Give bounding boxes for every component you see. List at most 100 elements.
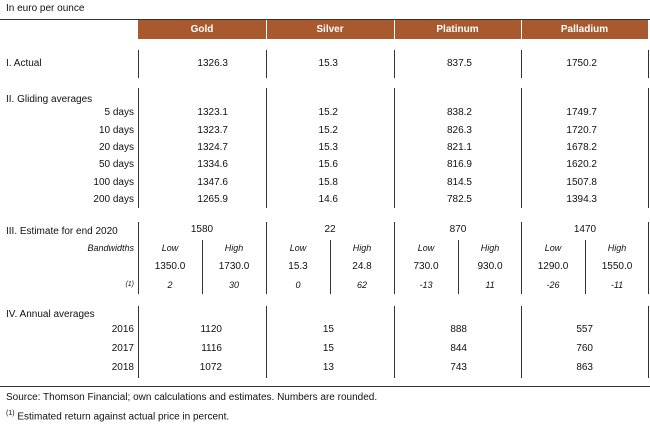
- section-estimate-title: III. Estimate for end 2020: [6, 226, 118, 237]
- estimate-palladium: 1470: [573, 224, 597, 235]
- high-label: High: [352, 243, 372, 253]
- column-header-silver: Silver: [316, 24, 344, 35]
- gliding-gold: 1347.6: [197, 177, 228, 188]
- gliding-platinum: 838.2: [446, 107, 472, 118]
- high-label: High: [480, 243, 500, 253]
- source-note: Source: Thomson Financial; own calculati…: [6, 392, 378, 403]
- column-divider: [394, 222, 395, 294]
- estimate-silver: 22: [324, 224, 336, 235]
- gliding-silver: 15.8: [318, 177, 338, 188]
- gliding-gold: 1265.9: [197, 194, 228, 205]
- gliding-row-label: 20 days: [98, 142, 134, 153]
- annual-gold: 1072: [199, 362, 222, 373]
- gliding-palladium: 1749.7: [566, 107, 597, 118]
- gliding-palladium: 1678.2: [566, 142, 597, 153]
- column-divider: [138, 222, 139, 294]
- column-divider: [394, 88, 395, 208]
- column-divider: [138, 88, 139, 208]
- subcolumn-divider: [585, 240, 586, 294]
- gliding-silver: 15.6: [318, 159, 338, 170]
- annual-silver: 15: [322, 343, 334, 354]
- gliding-gold: 1334.6: [197, 159, 228, 170]
- return-high-gold: 30: [228, 280, 239, 290]
- band-low-platinum: 730.0: [413, 261, 439, 272]
- gliding-gold: 1323.7: [197, 125, 228, 136]
- column-divider: [521, 88, 522, 208]
- annual-silver: 15: [322, 324, 334, 335]
- return-high-silver: 62: [356, 280, 367, 290]
- band-high-silver: 24.8: [352, 261, 372, 272]
- estimate-gold: 1580: [190, 224, 214, 235]
- return-high-palladium: -11: [610, 280, 624, 290]
- column-header-platinum: Platinum: [436, 24, 479, 35]
- column-divider: [138, 50, 139, 78]
- column-divider: [648, 306, 649, 378]
- gliding-palladium: 1507.8: [566, 177, 597, 188]
- footnote-text: Estimated return against actual price in…: [17, 411, 230, 423]
- gliding-row-label: 200 days: [93, 194, 134, 205]
- bottom-rule: [0, 386, 650, 387]
- gliding-gold: 1324.7: [197, 142, 228, 153]
- gliding-palladium: 1394.3: [566, 194, 597, 205]
- return-low-platinum: -13: [419, 280, 433, 290]
- low-label: Low: [417, 243, 435, 253]
- return-high-platinum: 11: [485, 280, 495, 290]
- top-rule: [0, 19, 650, 20]
- annual-row-label: 2016: [111, 324, 134, 335]
- annual-row-label: 2018: [111, 362, 134, 373]
- column-divider: [648, 222, 649, 294]
- annual-row-label: 2017: [111, 343, 134, 354]
- gliding-palladium: 1720.7: [566, 125, 597, 136]
- footnote-marker: (1): [6, 410, 15, 417]
- band-low-gold: 1350.0: [154, 261, 186, 272]
- gliding-platinum: 816.9: [446, 159, 472, 170]
- column-divider: [266, 306, 267, 378]
- gliding-palladium: 1620.2: [566, 159, 597, 170]
- subcolumn-divider: [202, 240, 203, 294]
- subcolumn-divider: [458, 240, 459, 294]
- gliding-silver: 15.2: [318, 125, 338, 136]
- annual-palladium: 863: [576, 362, 593, 373]
- gliding-row-label: 5 days: [104, 107, 134, 118]
- high-label: High: [607, 243, 627, 253]
- band-high-platinum: 930.0: [477, 261, 503, 272]
- annual-gold: 1120: [200, 324, 222, 335]
- column-header-gold: Gold: [190, 24, 214, 35]
- estimate-platinum: 870: [449, 224, 467, 235]
- gliding-row-label: 100 days: [93, 177, 134, 188]
- unit-label: In euro per ounce: [6, 3, 85, 14]
- column-divider: [394, 306, 395, 378]
- column-divider: [648, 50, 649, 78]
- gliding-platinum: 826.3: [446, 125, 472, 136]
- actual-gold: 1326.3: [197, 58, 228, 69]
- annual-palladium: 760: [576, 343, 593, 354]
- column-divider: [521, 222, 522, 294]
- band-low-silver: 15.3: [288, 261, 308, 272]
- gliding-platinum: 814.5: [446, 177, 472, 188]
- column-divider: [648, 88, 649, 208]
- return-low-gold: 2: [167, 280, 173, 290]
- column-divider: [394, 50, 395, 78]
- low-label: Low: [289, 243, 307, 253]
- section-annual-title: IV. Annual averages: [6, 309, 95, 320]
- high-label: High: [224, 243, 244, 253]
- header-divider: [521, 20, 522, 39]
- band-high-gold: 1730.0: [218, 261, 250, 272]
- section-gliding-title: II. Gliding averages: [6, 94, 93, 105]
- gliding-silver: 14.6: [318, 194, 338, 205]
- section-actual-title: I. Actual: [6, 58, 42, 69]
- return-low-palladium: -26: [546, 280, 560, 290]
- gliding-platinum: 782.5: [446, 194, 472, 205]
- annual-gold: 1116: [201, 343, 222, 354]
- gliding-gold: 1323.1: [197, 107, 228, 118]
- column-divider: [266, 50, 267, 78]
- actual-silver: 15.3: [318, 58, 338, 69]
- gliding-silver: 15.3: [318, 142, 338, 153]
- low-label: Low: [544, 243, 562, 253]
- column-divider: [521, 306, 522, 378]
- return-low-silver: 0: [295, 280, 301, 290]
- column-header-palladium: Palladium: [560, 24, 609, 35]
- column-divider: [266, 222, 267, 294]
- band-high-palladium: 1550.0: [601, 261, 633, 272]
- annual-palladium: 557: [576, 324, 593, 335]
